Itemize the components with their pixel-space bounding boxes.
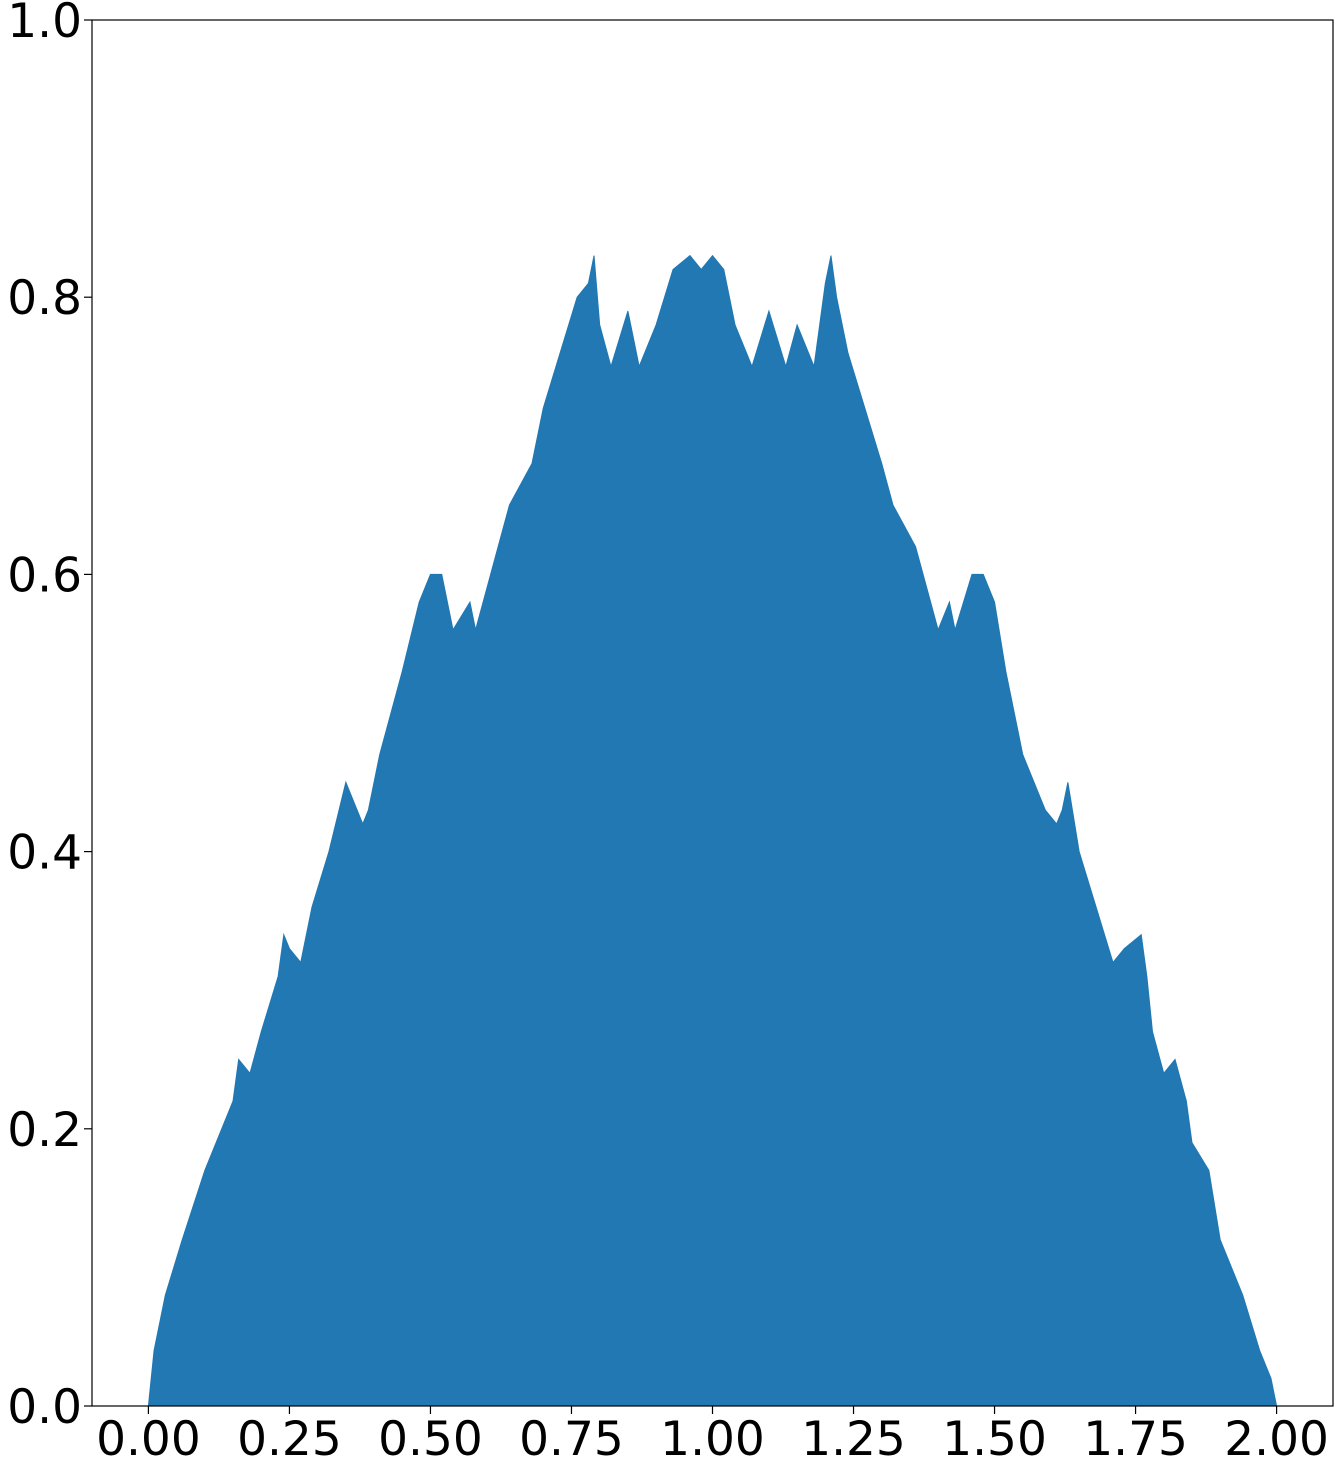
y-tick-label: 0.2 xyxy=(7,1103,82,1158)
y-tick-label: 1.0 xyxy=(7,0,82,49)
x-tick-label: 1.75 xyxy=(1083,1412,1188,1460)
x-tick-label: 1.25 xyxy=(801,1412,906,1460)
x-tick-label: 1.00 xyxy=(660,1412,765,1460)
y-tick-label: 0.4 xyxy=(7,826,82,881)
y-tick-label: 0.8 xyxy=(7,271,82,326)
x-tick-label: 0.50 xyxy=(378,1412,483,1460)
area-layer xyxy=(147,254,1278,1407)
y-axis-ticks: 0.0 0.2 0.4 0.6 0.8 1.0 xyxy=(7,0,92,1435)
y-tick-label: 0.0 xyxy=(7,1380,82,1435)
area-series-0 xyxy=(147,254,1278,1407)
x-axis-ticks: 0.00 0.25 0.50 0.75 1.00 1.25 1.50 1.75 2.00 xyxy=(96,1406,1329,1460)
x-tick-label: 2.00 xyxy=(1224,1412,1329,1460)
x-tick-label: 0.75 xyxy=(519,1412,624,1460)
x-tick-label: 1.50 xyxy=(942,1412,1047,1460)
x-tick-label: 0.00 xyxy=(96,1412,201,1460)
x-tick-label: 0.25 xyxy=(237,1412,342,1460)
y-tick-label: 0.6 xyxy=(7,548,82,603)
